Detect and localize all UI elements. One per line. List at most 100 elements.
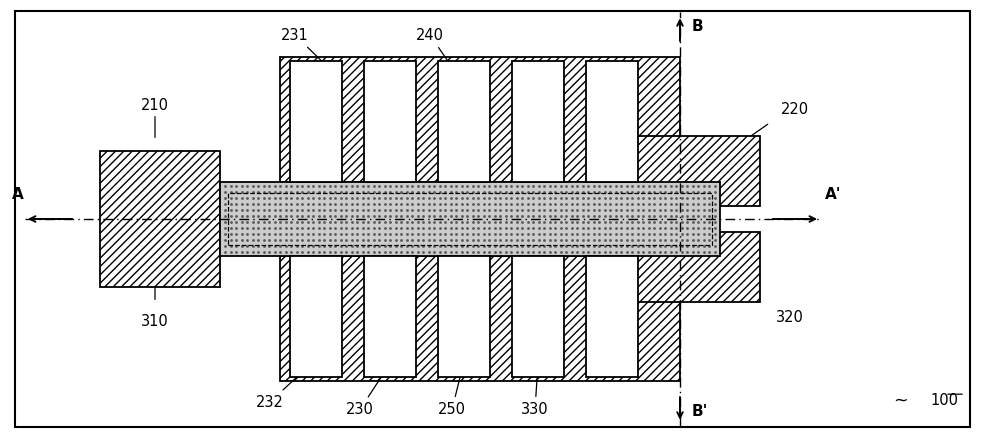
- Point: [498, 212, 514, 219]
- Point: [360, 248, 376, 255]
- Point: [536, 237, 552, 244]
- Point: [602, 237, 618, 244]
- Point: [520, 207, 536, 214]
- Point: [382, 237, 398, 244]
- Point: [613, 219, 629, 226]
- Point: [333, 219, 349, 226]
- Point: [432, 194, 448, 201]
- Point: [470, 224, 486, 231]
- Point: [657, 207, 673, 214]
- Point: [228, 189, 244, 196]
- Point: [586, 230, 602, 237]
- Point: [597, 189, 613, 196]
- Point: [228, 237, 244, 244]
- Point: [564, 219, 580, 226]
- Point: [300, 212, 316, 219]
- Point: [690, 248, 706, 255]
- Point: [575, 183, 591, 190]
- Point: [393, 248, 409, 255]
- Point: [426, 237, 442, 244]
- Point: [624, 219, 640, 226]
- Point: [509, 237, 525, 244]
- Point: [272, 183, 288, 190]
- Point: [322, 242, 338, 249]
- Point: [641, 248, 657, 255]
- Point: [619, 183, 635, 190]
- Point: [305, 189, 321, 196]
- Point: [289, 224, 305, 231]
- Point: [223, 201, 239, 208]
- Point: [294, 219, 310, 226]
- Point: [613, 224, 629, 231]
- Point: [602, 212, 618, 219]
- Text: A': A': [825, 187, 841, 202]
- Point: [437, 201, 453, 208]
- Point: [289, 194, 305, 201]
- Point: [410, 230, 426, 237]
- Point: [311, 207, 327, 214]
- Point: [437, 224, 453, 231]
- Point: [223, 212, 239, 219]
- Point: [289, 237, 305, 244]
- Point: [426, 230, 442, 237]
- Point: [316, 189, 332, 196]
- Point: [586, 212, 602, 219]
- Point: [333, 237, 349, 244]
- Point: [652, 183, 668, 190]
- Point: [641, 230, 657, 237]
- Point: [223, 237, 239, 244]
- Point: [531, 219, 547, 226]
- Point: [608, 242, 624, 249]
- Point: [575, 207, 591, 214]
- Point: [663, 183, 679, 190]
- Point: [492, 248, 508, 255]
- Point: [454, 183, 470, 190]
- Point: [261, 201, 277, 208]
- Point: [481, 237, 497, 244]
- Point: [239, 230, 255, 237]
- Point: [421, 212, 437, 219]
- Point: [399, 194, 415, 201]
- Point: [382, 242, 398, 249]
- Point: [492, 201, 508, 208]
- Point: [261, 219, 277, 226]
- Point: [465, 201, 481, 208]
- Point: [514, 194, 530, 201]
- Point: [553, 189, 569, 196]
- Point: [366, 248, 382, 255]
- Point: [580, 189, 596, 196]
- Point: [344, 201, 360, 208]
- Point: [278, 207, 294, 214]
- Point: [278, 230, 294, 237]
- Point: [289, 183, 305, 190]
- Point: [283, 207, 299, 214]
- Point: [476, 212, 492, 219]
- Point: [470, 219, 486, 226]
- Point: [333, 224, 349, 231]
- Point: [278, 219, 294, 226]
- Point: [327, 201, 343, 208]
- Point: [509, 248, 525, 255]
- Point: [355, 194, 371, 201]
- Point: [239, 242, 255, 249]
- Point: [580, 183, 596, 190]
- Point: [608, 207, 624, 214]
- Point: [322, 219, 338, 226]
- Point: [547, 183, 563, 190]
- Point: [421, 230, 437, 237]
- Point: [476, 207, 492, 214]
- Point: [591, 219, 607, 226]
- Point: [668, 242, 684, 249]
- Point: [657, 219, 673, 226]
- Point: [487, 219, 503, 226]
- Point: [432, 183, 448, 190]
- Point: [613, 230, 629, 237]
- Bar: [512, 61, 564, 182]
- Point: [459, 183, 475, 190]
- Point: [245, 201, 261, 208]
- Point: [707, 248, 723, 255]
- Point: [509, 201, 525, 208]
- Point: [305, 212, 321, 219]
- Point: [223, 248, 239, 255]
- Point: [272, 194, 288, 201]
